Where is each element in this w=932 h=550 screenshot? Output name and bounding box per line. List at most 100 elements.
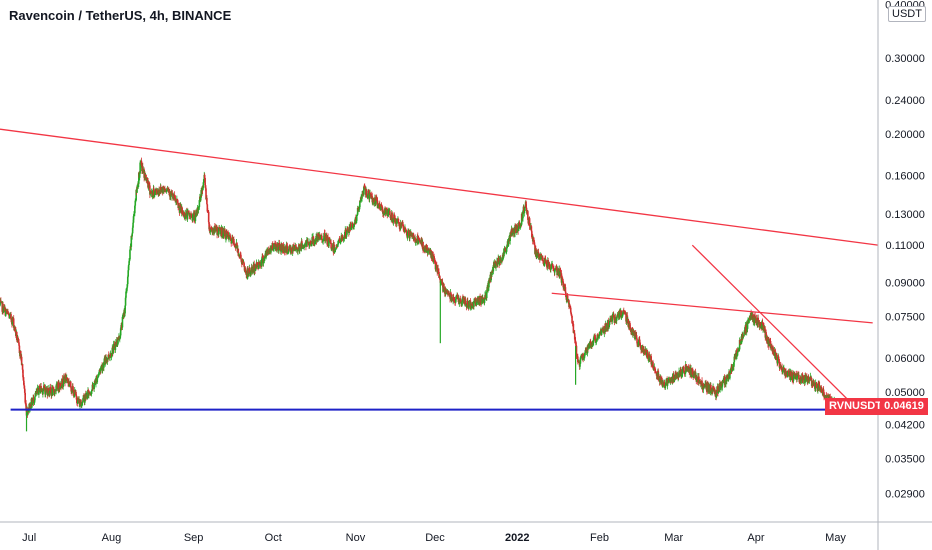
candle-body <box>550 264 553 269</box>
candle-body <box>569 307 572 313</box>
candle-body <box>132 216 135 223</box>
candle-body <box>355 214 358 221</box>
candle-body <box>703 385 706 387</box>
candle-body <box>617 312 620 317</box>
candle-body <box>403 230 405 232</box>
candle-body <box>17 337 19 341</box>
candle-body <box>621 312 623 316</box>
candle <box>131 232 133 240</box>
candle-body <box>267 250 270 253</box>
candle-body <box>310 244 313 247</box>
candle-body <box>495 263 497 268</box>
candle <box>113 341 116 350</box>
candle-body <box>287 248 290 252</box>
candle-body <box>678 371 680 378</box>
candle-body <box>184 215 187 219</box>
candle-body <box>284 246 286 253</box>
candle-body <box>536 252 539 256</box>
candle-body <box>249 272 252 274</box>
candle-body <box>132 222 134 228</box>
candle-body <box>416 241 418 243</box>
candle-body <box>597 337 599 339</box>
candle-body <box>546 267 549 269</box>
candle-body <box>643 349 645 352</box>
candle <box>110 353 112 359</box>
candle-body <box>294 245 297 251</box>
candle <box>350 228 352 231</box>
candle-body <box>209 231 212 232</box>
candle-body <box>371 194 373 197</box>
candle-body <box>664 385 667 389</box>
candle <box>333 247 336 254</box>
candle <box>532 237 535 245</box>
candle-body <box>138 173 141 178</box>
candle-body <box>433 259 436 261</box>
candle <box>551 263 554 269</box>
candle <box>392 218 395 226</box>
candle-body <box>66 377 68 380</box>
candle-body <box>600 330 603 335</box>
candle-body <box>301 241 303 248</box>
candle-body <box>447 290 449 295</box>
candle <box>287 252 289 255</box>
candle-body <box>174 197 176 199</box>
candle-body <box>0 300 2 303</box>
candle-body <box>8 314 11 319</box>
candle <box>98 368 101 376</box>
candle-body <box>534 247 537 254</box>
candle-body <box>557 268 560 275</box>
candle <box>568 299 570 310</box>
candle <box>357 207 360 212</box>
candle <box>398 222 401 232</box>
candle-body <box>350 228 352 230</box>
candle-body <box>15 332 18 341</box>
candle <box>124 305 126 317</box>
candle-body <box>2 311 5 313</box>
candle-body <box>237 248 240 256</box>
candle-body <box>596 334 599 338</box>
candle-body <box>505 251 507 253</box>
candle-body <box>160 187 162 192</box>
candle-body <box>31 401 34 406</box>
candle <box>661 379 664 388</box>
candle <box>694 368 697 380</box>
candle-body <box>225 230 228 239</box>
candle-body <box>63 376 65 380</box>
candle-body <box>328 238 330 247</box>
candle-body <box>450 292 452 295</box>
candle-body <box>342 237 345 241</box>
candle-body <box>126 276 129 285</box>
candle-body <box>103 361 105 368</box>
candle-body <box>523 206 525 214</box>
candle <box>187 210 190 215</box>
candle-body <box>217 227 219 233</box>
candle <box>596 333 599 341</box>
candle <box>355 214 358 224</box>
candle <box>88 390 91 396</box>
candle <box>435 264 437 272</box>
candle-body <box>339 242 342 243</box>
candle-body <box>93 381 96 386</box>
candle <box>85 390 88 400</box>
candle <box>505 244 508 254</box>
candle <box>173 191 176 199</box>
candle-body <box>154 189 157 192</box>
candle-body <box>167 187 169 190</box>
candle-body <box>11 317 14 325</box>
candle <box>610 315 612 323</box>
candle <box>273 243 275 252</box>
candle-body <box>440 279 443 285</box>
candle-body <box>491 272 493 275</box>
candle-body <box>625 319 628 322</box>
candle <box>616 314 618 318</box>
candle <box>52 387 55 390</box>
candle-body <box>23 388 26 393</box>
candle <box>371 191 373 197</box>
candle-body <box>547 260 549 266</box>
candle-body <box>151 193 154 198</box>
candle <box>504 246 507 253</box>
candle-body <box>632 331 634 336</box>
candle-body <box>580 355 582 358</box>
